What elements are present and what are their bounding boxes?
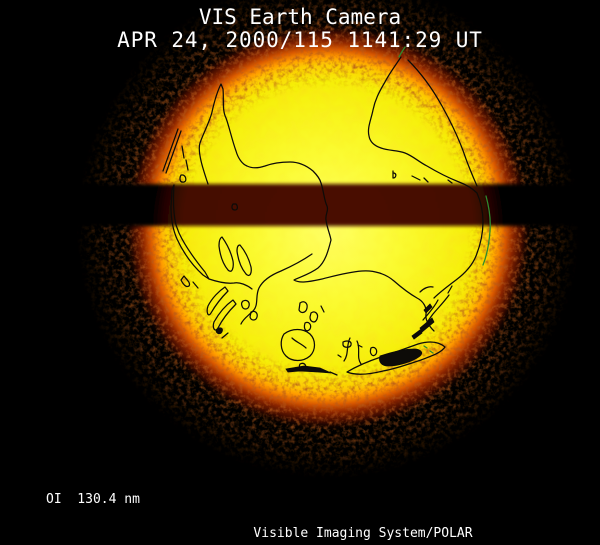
coastline-nightside-segment	[398, 46, 406, 58]
coastline-path	[240, 299, 258, 321]
coastline-nightside-segment	[423, 345, 434, 354]
coastline-path	[236, 244, 252, 277]
coastline-path	[346, 341, 446, 375]
coastline-path	[298, 340, 363, 376]
coastline-path	[170, 184, 210, 280]
coastline-path	[419, 285, 453, 327]
coastline-path	[367, 56, 484, 299]
landmass-fill	[285, 365, 332, 374]
coastline-path	[221, 170, 453, 339]
credit-block: Visible Imaging System/POLAR The Univers…	[180, 491, 546, 545]
coastline-path	[212, 299, 237, 331]
coastline-overlay	[162, 56, 484, 376]
coastline-path	[180, 275, 199, 289]
image-title: VIS Earth Camera	[198, 5, 402, 29]
credit-line-1: Visible Imaging System/POLAR	[253, 526, 473, 541]
image-datetime: APR 24, 2000/115 1141:29 UT	[117, 28, 483, 52]
coastline-path	[208, 278, 253, 290]
noise-halo	[76, 0, 580, 479]
coastline-path	[407, 59, 478, 187]
coastline-path	[240, 253, 313, 325]
coastline-path	[206, 286, 229, 316]
coastline-path	[280, 328, 316, 362]
occultation-band	[0, 184, 600, 226]
landmass-fill	[379, 348, 422, 367]
nightside-coastline-overlay	[398, 46, 491, 354]
coastline-path	[162, 128, 182, 174]
wavelength-label: OI 130.4 nm	[46, 492, 140, 507]
coastline-path	[218, 236, 234, 272]
coastline-path	[198, 83, 435, 332]
coastline-path	[343, 337, 378, 365]
coastline-nightside-segment	[482, 195, 491, 266]
coastline-path	[298, 301, 325, 332]
coastline-path	[179, 145, 189, 183]
